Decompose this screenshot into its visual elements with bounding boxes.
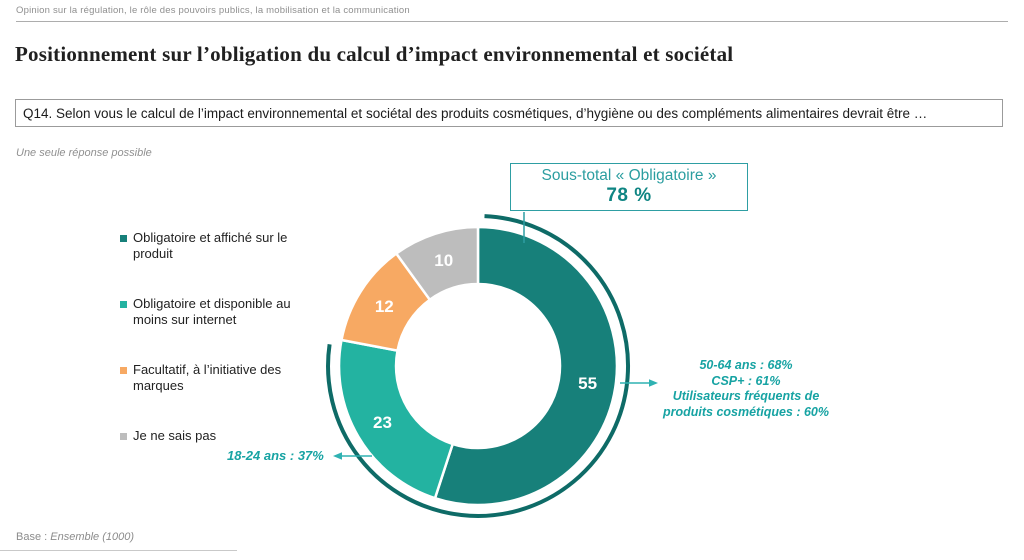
subtotal-arc bbox=[326, 214, 630, 518]
legend-label: Obligatoire et disponible au moins sur i… bbox=[133, 296, 291, 327]
base-text: Base : Ensemble (1000) bbox=[16, 531, 134, 543]
footer-divider bbox=[0, 550, 237, 551]
legend-item: Obligatoire et affiché sur le produit bbox=[120, 230, 320, 262]
page-title: Positionnement sur l’obligation du calcu… bbox=[15, 42, 734, 66]
donut-segment-0 bbox=[433, 225, 619, 507]
annotation-line: produits cosmétiques : 60% bbox=[662, 404, 829, 419]
donut-segment-3 bbox=[395, 225, 480, 301]
base-label: Base : bbox=[16, 531, 48, 543]
legend-label: Facultatif, à l’initiative des marques bbox=[133, 362, 282, 393]
legend-item: Facultatif, à l’initiative des marques bbox=[120, 362, 320, 394]
question-box: Q14. Selon vous le calcul de l’impact en… bbox=[15, 99, 1003, 127]
annotation-line: Utilisateurs fréquents de bbox=[672, 389, 820, 403]
left-arrow-icon bbox=[333, 452, 372, 460]
subtotal-box: Sous-total « Obligatoire » 78 % bbox=[510, 163, 748, 211]
legend-item: Obligatoire et disponible au moins sur i… bbox=[120, 296, 320, 328]
legend-label: Je ne sais pas bbox=[133, 428, 217, 443]
subtotal-label: Sous-total « Obligatoire » bbox=[541, 167, 717, 184]
slide-kicker: Opinion sur la régulation, le rôle des p… bbox=[16, 5, 410, 16]
legend-item: Je ne sais pas bbox=[120, 428, 320, 444]
annotation-right: 50-64 ans : 68% CSP+ : 61% Utilisateurs … bbox=[652, 358, 840, 420]
base-value: Ensemble (1000) bbox=[50, 531, 135, 543]
subtotal-value: 78 % bbox=[606, 185, 652, 206]
donut-segments: 55 23 12 10 bbox=[326, 214, 630, 518]
legend-marker bbox=[120, 301, 127, 308]
question-text: Q14. Selon vous le calcul de l’impact en… bbox=[23, 105, 928, 121]
donut-value-label: 12 bbox=[375, 297, 394, 316]
right-arrow-icon bbox=[620, 379, 658, 387]
legend-label: Obligatoire et affiché sur le produit bbox=[133, 230, 288, 261]
annotation-left: 18-24 ans : 37% bbox=[227, 448, 324, 463]
donut-value-label: 55 bbox=[578, 374, 597, 393]
legend-marker bbox=[120, 235, 127, 242]
donut-value-label: 10 bbox=[434, 251, 453, 270]
annotation-line: 50-64 ans : 68% bbox=[699, 358, 793, 372]
instruction-text: Une seule réponse possible bbox=[16, 147, 152, 159]
header-divider bbox=[16, 21, 1008, 22]
donut-value-label: 23 bbox=[373, 413, 392, 432]
donut-segment-1 bbox=[337, 338, 454, 500]
annotation-line: CSP+ : 61% bbox=[711, 373, 781, 388]
legend-marker bbox=[120, 433, 127, 440]
legend-marker bbox=[120, 367, 127, 374]
